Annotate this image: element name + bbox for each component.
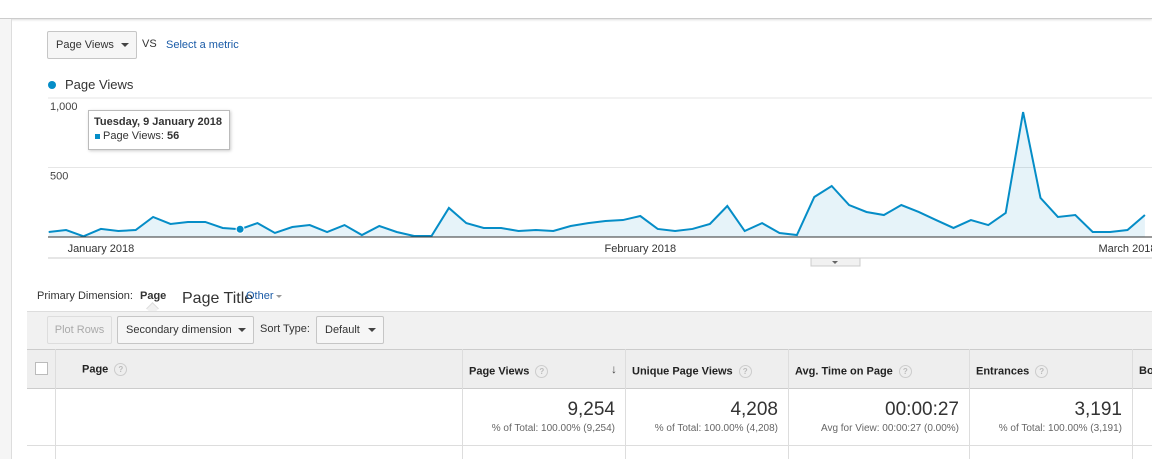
plot-rows-button[interactable]: Plot Rows <box>47 316 112 344</box>
total-note: % of Total: 100.00% (9,254) <box>491 423 615 434</box>
y-tick-label: 1,000 <box>50 101 78 113</box>
column-divider <box>1132 349 1133 459</box>
legend-dot <box>48 81 56 89</box>
column-divider <box>625 349 626 459</box>
column-header[interactable]: Page? <box>82 363 128 376</box>
highlight-point <box>235 224 245 234</box>
legend-label: Page Views <box>65 77 134 92</box>
column-divider <box>969 349 970 459</box>
header-checkbox[interactable] <box>35 362 48 375</box>
tooltip-label: Page Views: <box>103 130 164 142</box>
total-value: 3,191 <box>1074 399 1122 420</box>
column-header[interactable]: Page Views? <box>469 365 549 378</box>
top-bar <box>0 0 1152 19</box>
tooltip-value: 56 <box>167 130 180 142</box>
other-caret <box>276 295 282 301</box>
total-note: % of Total: 100.00% (4,208) <box>654 423 778 434</box>
total-value: 9,254 <box>567 399 615 420</box>
column-header[interactable]: Unique Page Views? <box>632 365 752 378</box>
totals-row <box>27 389 1152 446</box>
metric-dropdown[interactable]: Page Views <box>47 31 137 59</box>
area-fill <box>48 112 1145 237</box>
tooltip-swatch <box>95 134 100 139</box>
help-icon[interactable]: ? <box>114 363 128 376</box>
column-divider <box>55 349 56 459</box>
secondary-dimension[interactable]: Secondary dimension <box>117 316 254 344</box>
column-divider <box>462 349 463 459</box>
chart: Page Views 500 1,000 January 2018 February 2… <box>48 77 1152 267</box>
sort-type-dropdown[interactable]: Default <box>316 316 384 344</box>
help-icon[interactable]: ? <box>738 365 752 378</box>
resize-caret <box>832 261 838 264</box>
line <box>48 111 1146 238</box>
dimension-other[interactable]: Other <box>246 290 274 302</box>
column-divider <box>788 349 789 459</box>
column-header[interactable]: Entrances? <box>976 365 1049 378</box>
column-header[interactable]: Avg. Time on Page? <box>795 365 912 378</box>
select-metric-link[interactable]: Select a metric <box>166 39 239 51</box>
help-icon[interactable]: ? <box>1035 365 1049 378</box>
next-row <box>27 446 1152 459</box>
tooltip: Tuesday, 9 January 2018 Page Views: 56 <box>88 110 230 150</box>
sidebar <box>0 19 12 459</box>
tooltip-line: Page Views: 56 <box>103 130 179 142</box>
x-tick-label: March 2018 <box>1098 243 1152 255</box>
vs-label: VS <box>142 38 157 50</box>
dimension-page[interactable]: Page <box>140 290 167 302</box>
x-tick-label: January 2018 <box>68 243 135 255</box>
total-note: % of Total: 100.00% (3,191) <box>998 423 1122 434</box>
x-tick-label: February 2018 <box>605 243 677 255</box>
help-icon[interactable]: ? <box>898 365 912 378</box>
help-icon[interactable]: ? <box>535 365 549 378</box>
y-tick-label: 500 <box>50 171 68 183</box>
total-value: 00:00:27 <box>885 399 959 420</box>
dimension-label: Primary Dimension: <box>37 290 133 302</box>
dimension-page-title[interactable]: Page Title <box>182 290 254 307</box>
tooltip-date: Tuesday, 9 January 2018 <box>94 116 222 128</box>
total-value: 4,208 <box>730 399 778 420</box>
total-note: Avg for View: 00:00:27 (0.00%) <box>820 423 959 434</box>
sort-arrow: ↓ <box>611 362 617 376</box>
sort-type-label: Sort Type: <box>260 323 310 335</box>
table-header <box>27 349 1152 389</box>
column-header[interactable]: Bo <box>1139 365 1152 377</box>
